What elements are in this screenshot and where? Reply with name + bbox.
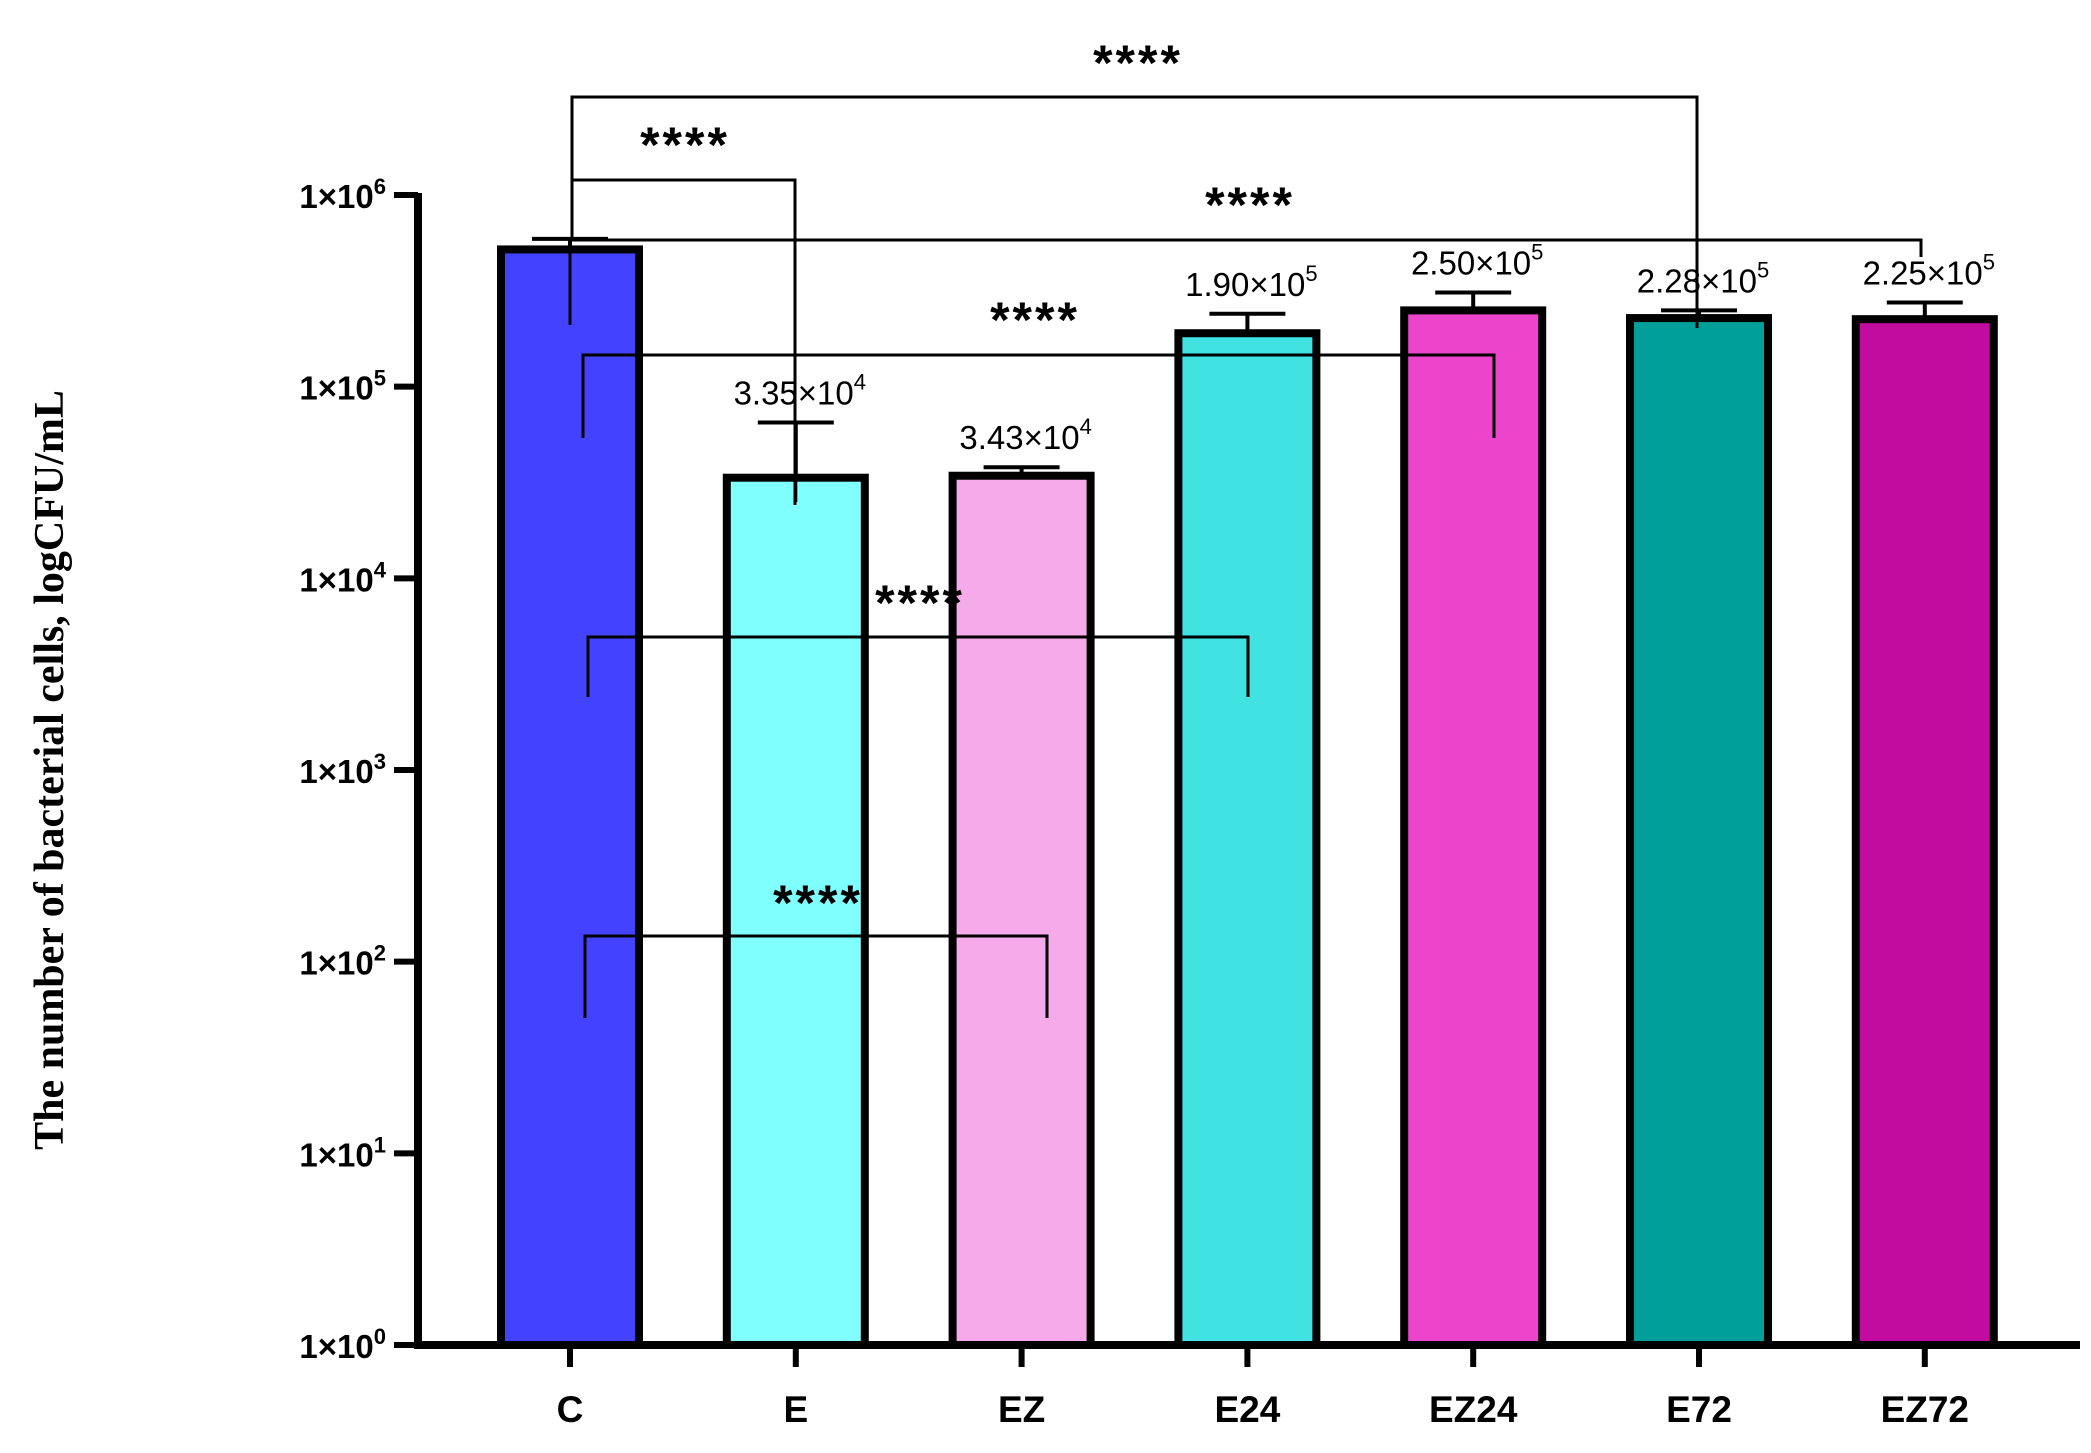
significance-c-e-stars: **** — [640, 117, 730, 173]
y-tick-label-1e2: 1×102 — [299, 941, 386, 982]
significance-c-ez-stars: **** — [773, 875, 863, 931]
bar-e24 — [1174, 329, 1321, 1349]
significance-c-ez-bracket — [583, 934, 1049, 1018]
data-label-e24: 1.90×105 — [1185, 261, 1317, 303]
data-label-e: 3.35×104 — [734, 370, 866, 412]
x-tick-label-ez: EZ — [998, 1389, 1045, 1430]
bar-e72 — [1626, 314, 1772, 1349]
significance-c-e72-stars: **** — [1093, 35, 1183, 91]
data-label-ez72: 2.25×105 — [1863, 249, 1995, 291]
significance-c-ez24-bracket — [581, 353, 1496, 438]
bar-ez72 — [1851, 315, 1998, 1349]
x-tick-label-e24: E24 — [1214, 1389, 1280, 1430]
bar-ez — [948, 471, 1095, 1349]
significance-c-ez72-stars: **** — [1205, 177, 1295, 233]
x-tick-label-ez72: EZ72 — [1881, 1389, 1969, 1430]
y-tick-label-1e6: 1×106 — [299, 174, 386, 215]
significance-c-e24-stars: **** — [875, 575, 965, 631]
bar-ez24 — [1400, 306, 1547, 1350]
y-tick-label-1e3: 1×103 — [299, 749, 386, 790]
significance-c-e24-bracket — [586, 635, 1250, 697]
y-tick-label-1e0: 1×100 — [299, 1324, 386, 1365]
data-label-e72: 2.28×105 — [1637, 257, 1769, 299]
y-tick-label-1e5: 1×105 — [299, 366, 386, 407]
data-label-ez24: 2.50×105 — [1411, 239, 1543, 281]
bar-c — [497, 245, 643, 1349]
x-tick-label-e72: E72 — [1666, 1389, 1732, 1430]
significance-c-e72-bracket — [570, 95, 1699, 328]
y-tick-label-1e1: 1×101 — [299, 1132, 386, 1173]
y-tick-label-1e4: 1×104 — [299, 557, 386, 598]
data-label-ez: 3.43×104 — [959, 414, 1091, 456]
significance-c-e-bracket — [570, 178, 797, 505]
x-tick-label-c: C — [557, 1389, 584, 1430]
x-tick-label-e: E — [783, 1389, 808, 1430]
significance-c-ez24-stars: **** — [990, 292, 1080, 348]
bar-e — [722, 473, 869, 1349]
y-axis-label: The number of bacterial cells, logCFU/mL — [27, 390, 73, 1150]
x-tick-label-ez24: EZ24 — [1429, 1389, 1518, 1430]
significance-c-ez72-bracket — [570, 210, 1923, 257]
